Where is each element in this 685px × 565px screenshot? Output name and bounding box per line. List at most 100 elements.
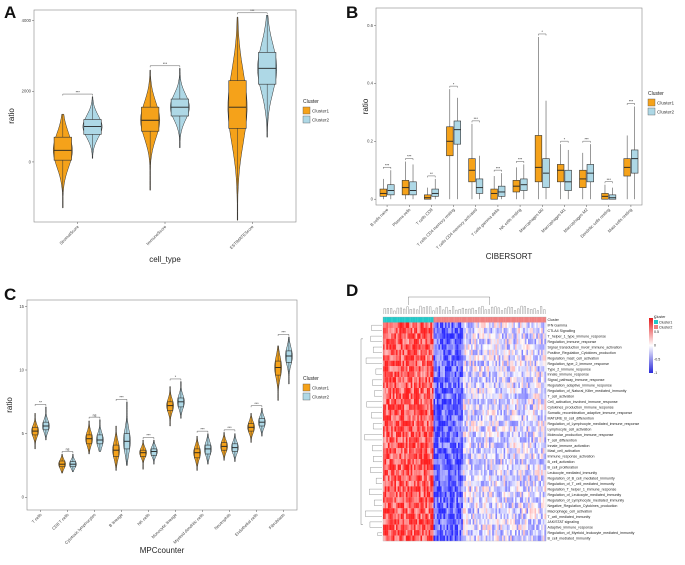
- heatmap-cell: [501, 344, 504, 350]
- heatmap-cell: [386, 393, 388, 400]
- heatmap-cell: [485, 426, 488, 432]
- heatmap-cell: [433, 388, 436, 394]
- heatmap-cell: [435, 535, 437, 542]
- heatmap-cell: [524, 448, 527, 454]
- heatmap-cell: [523, 464, 525, 471]
- dendrogram-branch: [530, 309, 533, 314]
- heatmap-cell: [516, 355, 519, 361]
- heatmap-cell: [435, 398, 437, 405]
- heatmap-cell: [472, 382, 475, 389]
- heatmap-cell: [467, 486, 470, 492]
- heatmap-cell: [440, 530, 442, 536]
- heatmap-cell: [386, 513, 388, 520]
- heatmap-cell: [413, 464, 416, 471]
- heatmap-cell: [464, 469, 467, 476]
- heatmap-cell: [410, 360, 413, 367]
- heatmap-cell: [404, 431, 406, 438]
- heatmap-cell: [487, 502, 490, 509]
- heatmap-cell: [386, 366, 388, 372]
- heatmap-cell: [532, 459, 535, 465]
- heatmap-cell: [477, 426, 480, 432]
- heatmap-cell: [394, 497, 397, 503]
- significance-bracket: [88, 416, 101, 419]
- heatmap-cell: [531, 508, 534, 514]
- heatmap-cell: [436, 366, 439, 372]
- dendrogram-branch: [474, 310, 477, 314]
- heatmap-cell: [417, 437, 419, 443]
- heatmap-cell: [404, 344, 406, 350]
- heatmap-cell: [422, 508, 424, 514]
- row-label: Regulation_adaptive_immune_response: [548, 384, 612, 388]
- heatmap-cell: [384, 486, 387, 492]
- heatmap-cell: [524, 327, 527, 334]
- heatmap-cell: [493, 333, 496, 339]
- heatmap-cell: [484, 519, 486, 525]
- heatmap-cell: [413, 519, 416, 525]
- heatmap-cell: [422, 448, 424, 454]
- box-cluster2: [631, 149, 639, 174]
- heatmap-cell: [396, 415, 398, 421]
- annotation-cell: [397, 317, 400, 323]
- heatmap-cell: [405, 480, 408, 487]
- heatmap-cell: [497, 349, 499, 356]
- heatmap-cell: [526, 486, 529, 492]
- heatmap-cell: [441, 415, 444, 421]
- heatmap-cell: [384, 480, 387, 487]
- heatmap-cell: [400, 502, 403, 509]
- heatmap-cell: [539, 371, 542, 378]
- heatmap-cell: [400, 497, 403, 503]
- heatmap-cell: [469, 393, 472, 400]
- heatmap-cell: [423, 377, 426, 383]
- heatmap-cell: [399, 448, 402, 454]
- heatmap-cell: [539, 519, 542, 525]
- heatmap-cell: [427, 426, 429, 432]
- heatmap-cell: [444, 442, 447, 449]
- heatmap-cell: [464, 480, 467, 487]
- heatmap-cell: [420, 491, 423, 498]
- heatmap-cell: [384, 426, 387, 432]
- heatmap-cell: [519, 524, 522, 531]
- heatmap-cell: [516, 486, 519, 492]
- heatmap-cell: [389, 442, 392, 449]
- heatmap-cell: [420, 338, 423, 345]
- heatmap-cell: [383, 366, 385, 372]
- heatmap-cell: [464, 459, 467, 465]
- heatmap-cell: [448, 366, 450, 372]
- heatmap-cell: [488, 355, 491, 361]
- heatmap-cell: [485, 431, 488, 438]
- annotation-cell: [541, 317, 543, 323]
- heatmap-cell: [501, 377, 504, 383]
- heatmap-cell: [433, 453, 436, 460]
- heatmap-cell: [430, 497, 432, 503]
- heatmap-cell: [542, 464, 545, 471]
- heatmap-cell: [505, 519, 507, 525]
- heatmap-cell: [492, 360, 494, 367]
- heatmap-cell: [397, 398, 400, 405]
- significance-label: ***: [496, 166, 501, 170]
- heatmap-cell: [435, 404, 437, 410]
- heatmap-cell: [457, 530, 460, 536]
- heatmap-cell: [480, 459, 483, 465]
- heatmap-cell: [389, 338, 392, 345]
- heatmap-cell: [387, 333, 390, 339]
- heatmap-cell: [466, 404, 468, 410]
- heatmap-cell: [488, 371, 491, 378]
- heatmap-cell: [477, 453, 480, 460]
- heatmap-cell: [539, 530, 542, 536]
- heatmap-cell: [532, 327, 535, 334]
- heatmap-cell: [542, 535, 545, 542]
- heatmap-cell: [536, 327, 538, 334]
- heatmap-cell: [457, 519, 460, 525]
- heatmap-cell: [528, 508, 530, 514]
- heatmap-cell: [420, 322, 423, 329]
- heatmap-cell: [435, 409, 437, 416]
- heatmap-cell: [462, 426, 465, 432]
- heatmap-cell: [528, 480, 530, 487]
- heatmap-cell: [467, 442, 470, 449]
- heatmap-cell: [435, 519, 437, 525]
- heatmap-cell: [397, 486, 400, 492]
- heatmap-cell: [459, 333, 462, 339]
- heatmap-cell: [428, 464, 431, 471]
- heatmap-cell: [438, 448, 441, 454]
- heatmap-cell: [482, 464, 485, 471]
